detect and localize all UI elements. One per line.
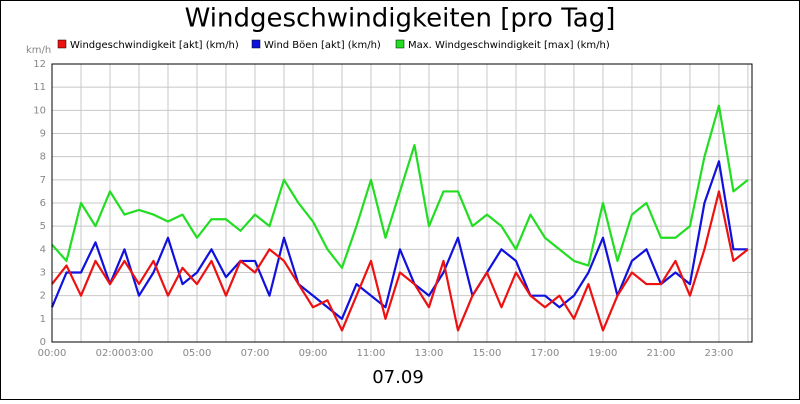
y-tick-label: 2 xyxy=(40,291,46,302)
legend-label: Wind Böen [akt] (km/h) xyxy=(264,40,381,51)
x-tick-label: 19:00 xyxy=(589,348,618,359)
series-line xyxy=(50,160,748,320)
y-tick-label: 7 xyxy=(40,175,46,186)
y-unit: km/h xyxy=(26,45,51,56)
series-line xyxy=(51,190,749,332)
y-tick-label: 11 xyxy=(33,82,46,93)
series-line xyxy=(51,104,749,269)
x-tick-label: 13:00 xyxy=(415,348,444,359)
y-tick-label: 1 xyxy=(40,314,46,325)
y-tick-label: 8 xyxy=(40,152,46,163)
x-tick-label: 09:00 xyxy=(299,348,328,359)
y-tick-label: 3 xyxy=(40,268,46,279)
legend-label: Windgeschwindigkeit [akt] (km/h) xyxy=(70,40,239,51)
y-tick-label: 5 xyxy=(40,221,46,232)
y-tick-label: 6 xyxy=(40,198,46,209)
x-tick-label: 05:00 xyxy=(183,348,212,359)
legend-swatch xyxy=(395,39,405,49)
y-tick-label: 4 xyxy=(40,244,46,255)
y-tick-label: 12 xyxy=(33,59,46,70)
x-tick-label: 11:00 xyxy=(357,348,386,359)
chart-title: Windgeschwindigkeiten [pro Tag] xyxy=(185,4,616,34)
x-axis-label: 07.09 xyxy=(372,367,424,388)
y-tick-label: 10 xyxy=(33,105,46,116)
x-tick-label: 02:00 xyxy=(96,348,125,359)
x-tick-label: 03:00 xyxy=(125,348,154,359)
x-tick-label: 21:00 xyxy=(647,348,676,359)
x-tick-label: 15:00 xyxy=(473,348,502,359)
legend-swatch xyxy=(251,39,261,49)
y-tick-label: 0 xyxy=(40,337,46,348)
x-tick-label: 07:00 xyxy=(241,348,270,359)
x-tick-label: 17:00 xyxy=(531,348,560,359)
x-tick-label: 00:00 xyxy=(38,348,67,359)
legend-label: Max. Windgeschwindigkeit [max] (km/h) xyxy=(408,40,610,51)
y-tick-label: 9 xyxy=(40,129,46,140)
legend-swatch xyxy=(57,39,67,49)
x-tick-label: 23:00 xyxy=(705,348,734,359)
plot-border xyxy=(51,63,753,343)
